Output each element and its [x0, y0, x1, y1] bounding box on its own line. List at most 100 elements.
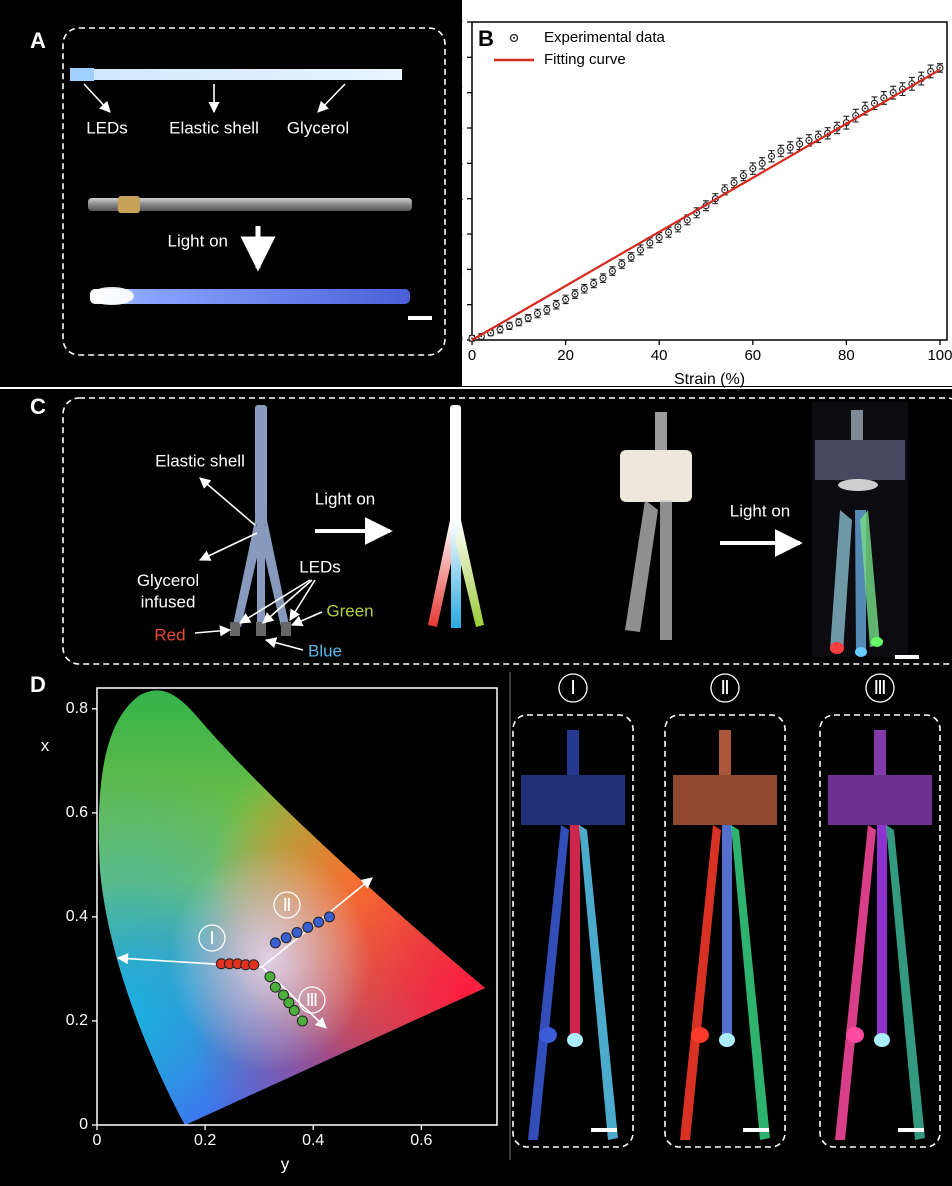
panel-label: D — [30, 672, 46, 697]
device — [233, 405, 289, 627]
data-point — [281, 933, 291, 943]
data-point-dot — [799, 143, 801, 145]
data-point-dot — [668, 231, 670, 233]
led-glow — [874, 1033, 890, 1047]
led — [118, 196, 140, 213]
data-point — [324, 912, 334, 922]
tube — [90, 289, 410, 304]
data-point — [249, 960, 259, 970]
panel-c: C Elastic shell Glycerol infused LEDs Re… — [30, 394, 952, 664]
label: Glycerol — [287, 118, 349, 137]
photo-label: Ⅰ — [570, 678, 576, 699]
data-point — [270, 982, 280, 992]
x-tick-label: 0.4 — [302, 1132, 324, 1149]
data-point — [303, 922, 313, 932]
panel-b-background — [462, 0, 952, 386]
data-point-dot — [565, 298, 567, 300]
data-point-dot — [621, 263, 623, 265]
label: Light on — [730, 501, 791, 520]
data-point-dot — [939, 67, 941, 69]
label: Blue — [308, 641, 342, 660]
series-label: Ⅲ — [306, 990, 318, 1010]
y-tick-label: 3 — [455, 225, 463, 242]
data-point-dot — [649, 242, 651, 244]
led-glow — [567, 1033, 583, 1047]
x-axis-label: Strain (%) — [674, 371, 745, 388]
arrow — [195, 630, 230, 633]
led-glow — [539, 1027, 557, 1043]
data-point-dot — [546, 309, 548, 311]
x-tick-label: 60 — [744, 347, 761, 364]
led — [256, 622, 266, 636]
data-point-dot — [518, 321, 520, 323]
led-glow — [691, 1027, 709, 1043]
data-point-dot — [789, 147, 791, 149]
x-tick-label: 0.2 — [194, 1132, 216, 1149]
legend-swatch — [513, 37, 515, 39]
scale-bar — [408, 316, 432, 320]
arrow — [266, 640, 303, 650]
y-tick-label: 5 — [455, 154, 463, 171]
data-point-dot — [630, 256, 632, 258]
photo-label: Ⅲ — [873, 678, 886, 699]
y-tick-label: 0 — [455, 331, 463, 348]
photo — [812, 402, 919, 659]
panel-label: A — [30, 28, 46, 53]
label: infused — [141, 592, 196, 611]
data-point-dot — [583, 288, 585, 290]
data-point-dot — [864, 108, 866, 110]
led — [281, 622, 291, 636]
data-point-dot — [527, 317, 529, 319]
data-point-dot — [883, 97, 885, 99]
y-axis-label: x — [41, 736, 50, 755]
label: Red — [154, 625, 185, 644]
photo — [620, 412, 692, 640]
data-point-dot — [611, 270, 613, 272]
led — [70, 68, 94, 81]
y-axis-label: Poweer loss (dB) — [419, 120, 436, 242]
data-point — [292, 928, 302, 938]
y-tick-label: 0.4 — [66, 908, 88, 925]
leg — [579, 825, 618, 1140]
data-point-dot — [892, 92, 894, 94]
arrow — [318, 84, 345, 112]
data-point-dot — [640, 249, 642, 251]
series-label: Ⅰ — [209, 928, 214, 948]
data-point-dot — [733, 182, 735, 184]
rod — [874, 730, 886, 775]
data-point-dot — [780, 150, 782, 152]
arrow — [263, 580, 312, 623]
data-point — [289, 1006, 299, 1016]
scale-bar — [898, 1128, 924, 1132]
leg — [722, 825, 732, 1040]
device-lit — [428, 405, 484, 628]
label: LEDs — [299, 557, 341, 576]
arrow — [84, 84, 110, 112]
data-point-dot — [537, 313, 539, 315]
x-tick-label: 0.6 — [410, 1132, 432, 1149]
data-point-dot — [855, 115, 857, 117]
scale-bar — [743, 1128, 769, 1132]
label: Elastic shell — [155, 451, 245, 470]
data-point-dot — [677, 226, 679, 228]
data-point-dot — [771, 155, 773, 157]
leg — [835, 825, 876, 1140]
leg — [680, 825, 721, 1140]
data-point-dot — [555, 304, 557, 306]
y-tick-label: 0.6 — [66, 804, 88, 821]
y-tick-label: 0.2 — [66, 1012, 88, 1029]
x-axis-label: y — [281, 1154, 290, 1173]
data-point-dot — [874, 102, 876, 104]
data-point-dot — [490, 332, 492, 334]
y-tick-label: 4 — [455, 190, 463, 207]
clamp — [521, 775, 625, 825]
figure: A LEDs Elastic shell Glycerol Light on B… — [0, 0, 952, 1181]
label: Light on — [315, 489, 376, 508]
data-point — [265, 972, 275, 982]
label-line: Glycerol — [137, 571, 199, 590]
led — [230, 622, 240, 636]
y-tick-label: 9 — [455, 13, 463, 30]
x-tick-label: 0 — [93, 1132, 102, 1149]
data-point-dot — [817, 136, 819, 138]
y-tick-label: 6 — [455, 119, 463, 136]
